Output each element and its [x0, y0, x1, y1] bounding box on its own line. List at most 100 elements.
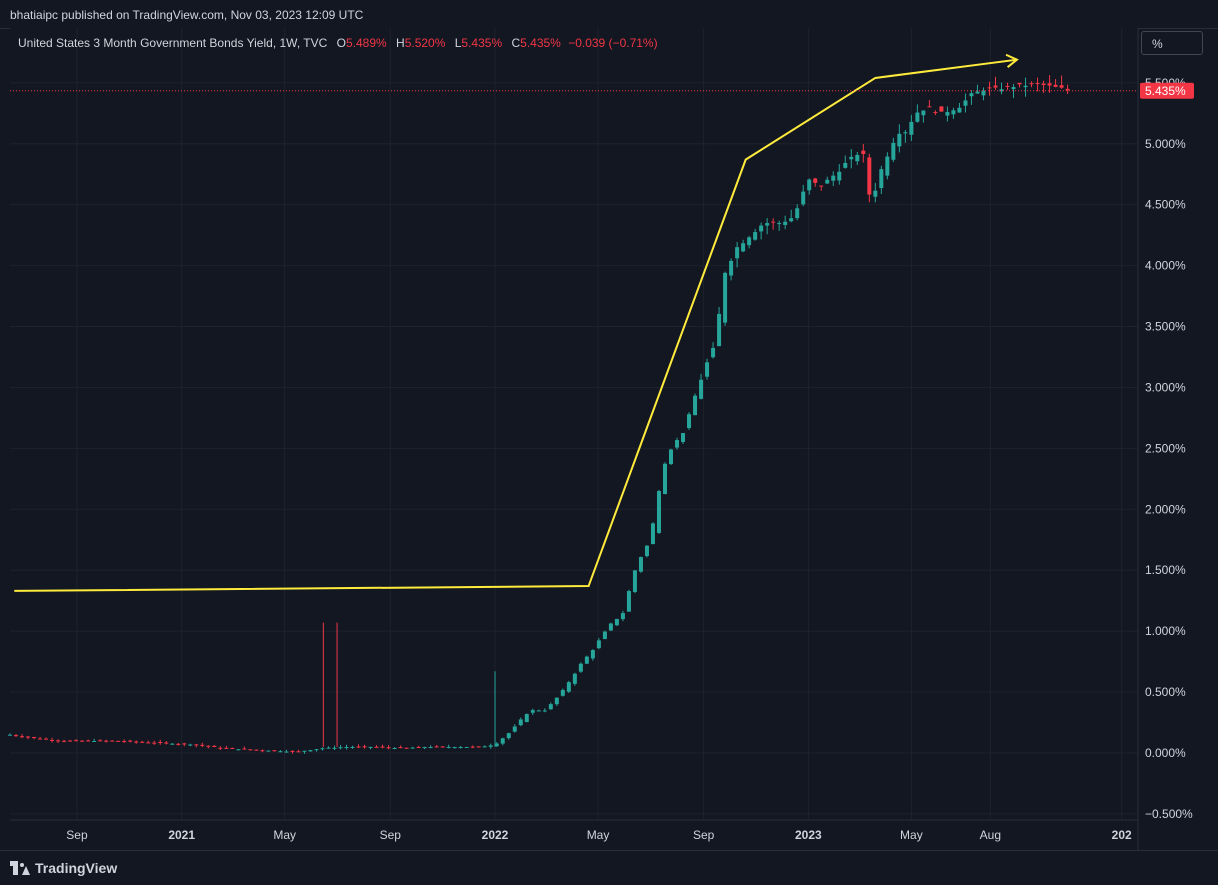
- candle-body: [554, 697, 559, 705]
- candle-body: [326, 747, 331, 749]
- candle-body: [915, 112, 920, 122]
- plot-background: [10, 28, 1138, 820]
- candle-body: [404, 747, 409, 749]
- last-price-label: 5.435%: [1145, 84, 1186, 98]
- y-tick-label: 0.000%: [1145, 746, 1186, 760]
- x-tick-label: 202: [1112, 828, 1132, 842]
- x-axis[interactable]: Sep 2021 May Sep 2022 May Sep 2023 May Aug 202: [66, 828, 1132, 842]
- candle-body: [921, 110, 926, 116]
- unit-button[interactable]: %: [1141, 31, 1203, 55]
- candle-body: [470, 746, 475, 748]
- candle-body: [296, 751, 301, 753]
- candle-body: [290, 750, 295, 752]
- trend-annotation[interactable]: [14, 53, 1019, 592]
- candle-body: [44, 738, 49, 740]
- candle-body: [951, 110, 956, 115]
- y-tick-label: 2.500%: [1145, 441, 1186, 455]
- candle-body: [975, 91, 980, 94]
- candle-body: [440, 746, 445, 748]
- candle-body: [38, 738, 43, 740]
- chart-area[interactable]: −0.500% 0.000% 0.500% 1.000% 1.500% 2.000% 2.5…: [0, 0, 1218, 850]
- candle-body: [446, 746, 451, 748]
- candle-body: [590, 650, 595, 659]
- y-tick-label: 4.500%: [1145, 198, 1186, 212]
- candle-body: [909, 121, 914, 135]
- candle-body: [146, 742, 151, 744]
- candle-body: [332, 747, 337, 749]
- candle-body: [464, 746, 469, 748]
- candle-body: [422, 747, 427, 749]
- candle-body: [452, 747, 457, 749]
- candle-body: [314, 749, 319, 751]
- candle-body: [1023, 85, 1028, 88]
- candle-body: [789, 218, 794, 222]
- candle-body: [656, 491, 661, 533]
- y-axis[interactable]: −0.500% 0.000% 0.500% 1.000% 1.500% 2.000% 2.5…: [1145, 76, 1193, 821]
- candle-body: [188, 744, 193, 746]
- candle-body: [759, 225, 764, 232]
- candle-body: [32, 737, 37, 739]
- x-tick-label: 2021: [168, 828, 195, 842]
- candle-body: [807, 179, 812, 191]
- x-tick-label: May: [900, 828, 923, 842]
- series-legend[interactable]: United States 3 Month Government Bonds Y…: [18, 36, 658, 50]
- candle-body: [104, 740, 109, 742]
- candle-body: [693, 395, 698, 416]
- candle-body: [620, 613, 625, 620]
- candle-body: [140, 741, 145, 743]
- candle-body: [224, 747, 229, 749]
- candle-body: [1005, 85, 1010, 87]
- y-tick-label: 2.000%: [1145, 502, 1186, 516]
- candle-body: [560, 689, 565, 696]
- y-tick-label: 1.000%: [1145, 624, 1186, 638]
- candle-body: [675, 440, 680, 448]
- high-value: 5.520%: [404, 36, 446, 50]
- candle-body: [831, 175, 836, 181]
- tradingview-logo[interactable]: TradingView: [10, 860, 117, 876]
- candle-body: [416, 747, 421, 749]
- candle-body: [987, 87, 992, 89]
- candle-body: [164, 742, 169, 744]
- candle-body: [248, 749, 253, 751]
- candle-body: [362, 746, 367, 748]
- candle-body: [206, 745, 211, 747]
- candle-body: [68, 740, 73, 742]
- candle-body: [969, 93, 974, 97]
- x-tick-label: Sep: [693, 828, 715, 842]
- candle-body: [212, 745, 217, 748]
- annotation-arrowhead: [1005, 53, 1019, 68]
- open-label: O: [336, 36, 346, 50]
- candle-body: [524, 714, 529, 722]
- tradingview-logo-icon: [10, 861, 30, 875]
- candle-body: [266, 750, 271, 752]
- candle-body: [374, 746, 379, 748]
- candle-body: [410, 747, 415, 749]
- candle-body: [494, 743, 499, 747]
- change-value: −0.039 (−0.71%): [568, 36, 658, 50]
- candle-body: [614, 618, 619, 626]
- candle-body: [741, 243, 746, 252]
- low-value: 5.435%: [461, 36, 503, 50]
- candle-body: [200, 744, 205, 746]
- candle-body: [122, 741, 127, 743]
- candle-body: [723, 272, 728, 323]
- series-title: United States 3 Month Government Bonds Y…: [18, 36, 328, 50]
- candle-body: [717, 313, 722, 347]
- candle-body: [566, 682, 571, 692]
- y-tick-label: 5.000%: [1145, 137, 1186, 151]
- x-tick-label: May: [273, 828, 296, 842]
- candle-body: [801, 191, 806, 205]
- candle-body: [993, 85, 998, 88]
- candle-body: [86, 740, 91, 742]
- candle-body: [602, 631, 607, 640]
- candle-body: [506, 733, 511, 739]
- candle-body: [687, 414, 692, 429]
- candle-body: [813, 178, 818, 183]
- y-tick-label: −0.500%: [1145, 807, 1193, 821]
- candle-body: [284, 751, 289, 753]
- candle-body: [933, 112, 938, 114]
- candle-body: [771, 221, 776, 223]
- x-tick-label: 2022: [482, 828, 509, 842]
- candle-body: [819, 185, 824, 187]
- candle-body: [98, 740, 103, 742]
